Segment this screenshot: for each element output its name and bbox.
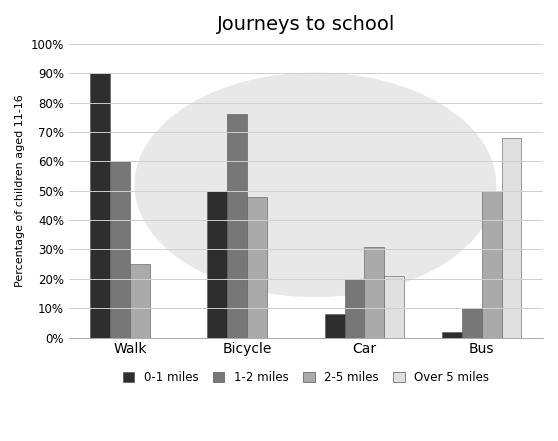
Y-axis label: Percentage of children aged 11-16: Percentage of children aged 11-16 [15, 94, 25, 287]
Bar [325, 314, 344, 337]
Legend: 0-1 miles, 1-2 miles, 2-5 miles, Over 5 miles: 0-1 miles, 1-2 miles, 2-5 miles, Over 5 … [117, 366, 495, 390]
Circle shape [135, 73, 496, 296]
Bar [90, 73, 110, 337]
Bar [502, 138, 521, 337]
Bar [482, 191, 502, 337]
Bar [130, 264, 150, 337]
Bar [384, 276, 405, 337]
Bar [461, 308, 482, 337]
Title: Journeys to school: Journeys to school [217, 15, 395, 34]
Bar [208, 191, 228, 337]
Bar [364, 247, 384, 337]
Bar [228, 114, 247, 337]
Bar [442, 332, 461, 337]
Bar [344, 279, 364, 337]
Bar [110, 161, 130, 337]
Bar [247, 197, 267, 337]
